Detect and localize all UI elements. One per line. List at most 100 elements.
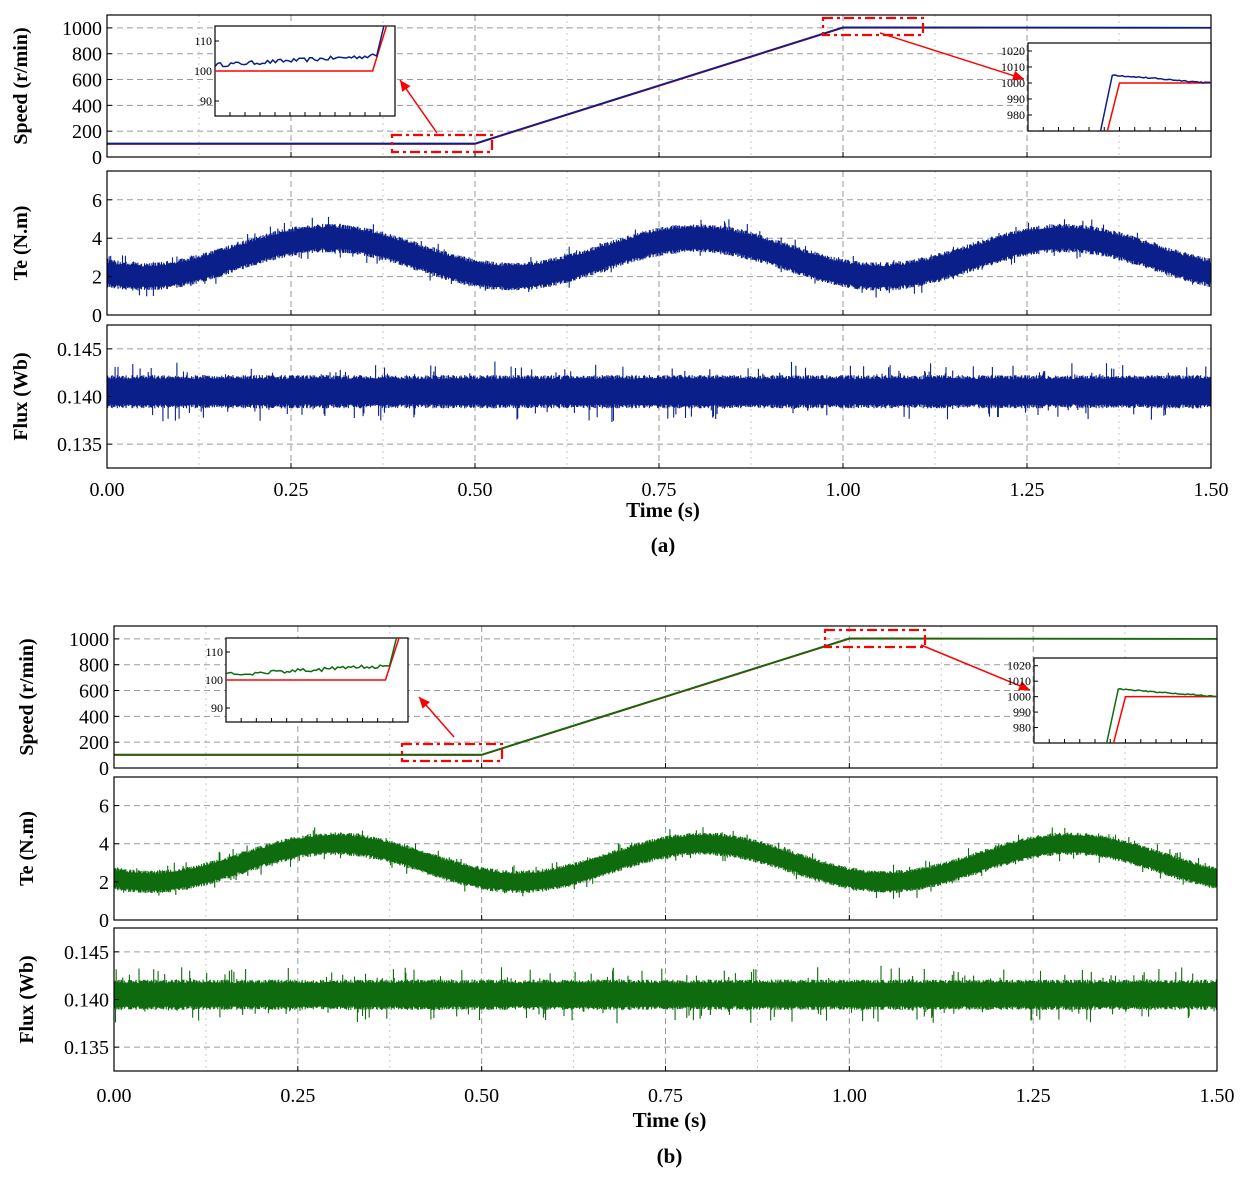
inset-series xyxy=(1105,687,1217,743)
inset-speed-line xyxy=(215,26,385,68)
zoom-arrow-head xyxy=(400,80,411,92)
y-axis-label: Te (N.m) xyxy=(16,811,38,886)
inset-y-tick-label: 980 xyxy=(1007,108,1025,122)
series-group xyxy=(114,965,1217,1024)
inset-high-speed: 980 990 1000 1010 1020 xyxy=(821,16,1212,132)
figure-caption: (b) xyxy=(657,1144,683,1168)
y-tick-label: 800 xyxy=(79,655,109,677)
inset-series xyxy=(215,26,388,72)
series-group xyxy=(114,637,1217,756)
series-group xyxy=(107,361,1211,422)
y-axis-label: Speed (r/min) xyxy=(10,27,32,144)
zoom-arrow xyxy=(879,32,1025,80)
inset-y-tick-label: 110 xyxy=(194,34,212,48)
x-axis-label: Time (s) xyxy=(633,1108,707,1132)
zoom-arrow-head xyxy=(1012,70,1024,81)
figure-b: 0 200 400 600 800 1000 Speed (r/min) 90 100 110 98… xyxy=(16,625,1235,1168)
inset-y-tick-label: 1020 xyxy=(1007,659,1031,673)
inset-speed-line xyxy=(1099,74,1211,131)
x-tick-label: 1.50 xyxy=(1200,1085,1235,1107)
inset-speed-line xyxy=(1105,687,1217,743)
inset-y-tick-label: 990 xyxy=(1013,705,1031,719)
y-tick-label: 0 xyxy=(99,910,109,932)
inset-reference-line xyxy=(1106,82,1211,131)
panel-speed: 0 200 400 600 800 1000 Speed (r/min) 90 100 110 98… xyxy=(16,625,1218,780)
series-group xyxy=(114,827,1217,899)
x-tick-label: 0.00 xyxy=(90,479,125,501)
inset-frame xyxy=(1033,657,1218,744)
y-tick-label: 400 xyxy=(79,706,109,728)
x-axis-label: Time (s) xyxy=(626,498,700,522)
panel-speed: 0 200 400 600 800 1000 Speed (r/min) 90 100 110 98… xyxy=(10,14,1212,169)
y-axis-label: Speed (r/min) xyxy=(16,638,38,755)
inset-y-tick-label: 1000 xyxy=(1001,76,1025,90)
x-tick-label: 1.00 xyxy=(832,1085,867,1107)
y-tick-label: 800 xyxy=(72,44,102,66)
inset-y-tick-label: 1010 xyxy=(1007,674,1031,688)
x-tick-label: 0.75 xyxy=(642,479,677,501)
zoom-arrow xyxy=(920,644,1031,691)
inset-y-tick-label: 100 xyxy=(205,673,223,687)
panel-te: 0 2 4 6 Te (N.m) xyxy=(16,776,1218,932)
x-tick-label: 1.50 xyxy=(1194,479,1229,501)
y-tick-label: 0 xyxy=(92,305,102,327)
speed-line xyxy=(107,26,1211,145)
y-tick-label: 200 xyxy=(79,732,109,754)
panel-flux: 0.135 0.140 0.145 Flux (Wb) xyxy=(10,324,1212,469)
y-tick-label: 2 xyxy=(92,267,102,289)
zoom-box xyxy=(390,133,494,154)
y-tick-label: 4 xyxy=(99,834,109,856)
y-tick-label: 1000 xyxy=(62,18,102,40)
te-line xyxy=(114,827,1217,899)
y-tick-label: 200 xyxy=(72,121,102,143)
x-tick-label: 0.50 xyxy=(464,1085,499,1107)
x-tick-label: 1.25 xyxy=(1010,479,1045,501)
series-group xyxy=(107,216,1211,298)
y-tick-label: 0.140 xyxy=(64,990,109,1012)
figure-caption: (a) xyxy=(651,533,676,557)
inset-reference-line xyxy=(215,26,388,72)
inset-series xyxy=(226,638,400,681)
inset-y-tick-label: 110 xyxy=(205,645,223,659)
y-tick-label: 4 xyxy=(92,228,102,250)
inset-y-tick-label: 100 xyxy=(194,64,212,78)
x-tick-label: 0.25 xyxy=(274,479,309,501)
y-tick-label: 0.145 xyxy=(57,339,102,361)
inset-frame xyxy=(1027,42,1212,132)
inset-y-tick-label: 1020 xyxy=(1001,44,1025,58)
panel-te: 0 2 4 6 Te (N.m) xyxy=(10,170,1212,327)
y-axis-label: Flux (Wb) xyxy=(10,352,32,440)
y-tick-label: 600 xyxy=(72,70,102,92)
y-tick-label: 6 xyxy=(92,190,102,212)
y-tick-label: 0.140 xyxy=(57,387,102,409)
y-tick-label: 400 xyxy=(72,95,102,117)
inset-y-tick-label: 90 xyxy=(200,94,212,108)
x-tick-label: 0.50 xyxy=(458,479,493,501)
x-tick-label: 0.25 xyxy=(280,1085,315,1107)
y-tick-label: 2 xyxy=(99,872,109,894)
figure-a: 0 200 400 600 800 1000 Speed (r/min) 90 100 110 98… xyxy=(10,14,1229,557)
y-axis-label: Flux (Wb) xyxy=(16,955,38,1043)
inset-y-tick-label: 980 xyxy=(1013,721,1031,735)
y-tick-label: 0.135 xyxy=(57,434,102,456)
inset-reference-line xyxy=(226,638,400,681)
y-axis-label: Te (N.m) xyxy=(10,206,32,281)
zoom-box xyxy=(823,628,927,649)
flux-line xyxy=(107,361,1211,422)
flux-line xyxy=(114,965,1217,1024)
inset-y-tick-label: 1010 xyxy=(1001,60,1025,74)
te-line xyxy=(107,216,1211,298)
inset-low-speed: 90 100 110 xyxy=(205,637,504,763)
x-tick-label: 1.00 xyxy=(826,479,861,501)
x-tick-label: 0.75 xyxy=(648,1085,683,1107)
inset-y-tick-label: 90 xyxy=(211,701,223,715)
x-tick-label: 1.25 xyxy=(1016,1085,1051,1107)
y-tick-label: 6 xyxy=(99,796,109,818)
inset-y-tick-label: 990 xyxy=(1007,92,1025,106)
zoom-arrow-head xyxy=(419,697,431,709)
zoom-arrow-head xyxy=(1017,681,1030,691)
inset-speed-line xyxy=(226,638,398,676)
x-tick-label: 0.00 xyxy=(97,1085,132,1107)
